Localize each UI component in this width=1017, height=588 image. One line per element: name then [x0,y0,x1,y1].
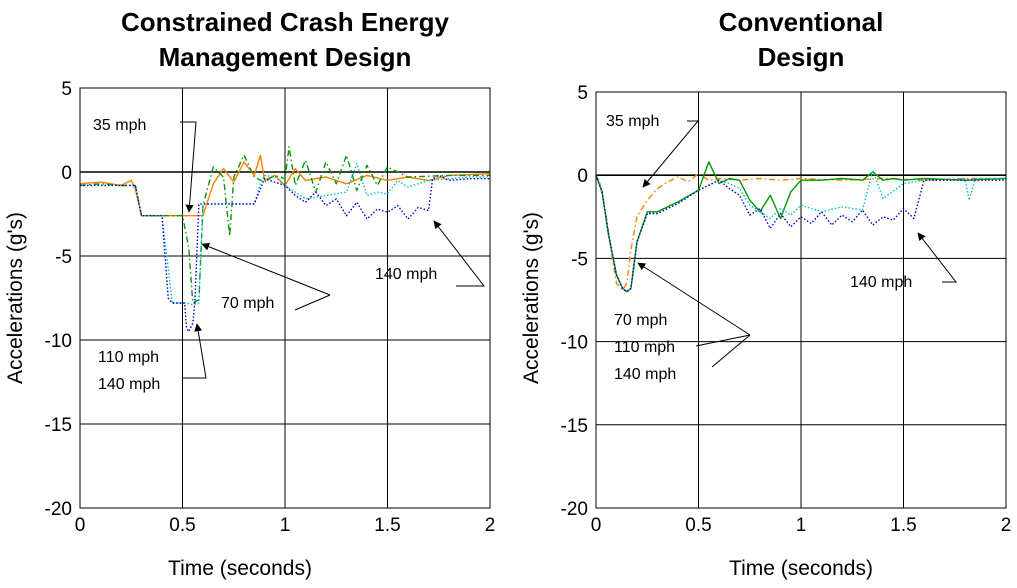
x-axis-label: Time (seconds) [168,557,312,580]
x-tick-label: 1 [796,515,807,536]
annotation-35mph: 35 mph [606,113,659,130]
annotation-arrow-140mph-right [433,220,486,287]
tick-labels: 0 0.5 1 1.5 2 5 0 -5 -10 -15 -20 [561,83,1012,536]
y-tick-label: 0 [577,166,588,187]
y-tick-label: -20 [45,499,72,520]
y-axis-label: Accelerations (g's) [520,212,543,384]
plot-frame [595,91,1007,509]
plot-series [595,161,1007,293]
y-tick-label: -5 [571,249,588,270]
x-tick-label: 0.5 [169,515,195,536]
annotation-arrow-110-140mph [183,323,207,379]
annotation-140mph-right: 140 mph [375,266,437,283]
x-axis-label: Time (seconds) [729,557,873,580]
plot-grid [595,91,1007,509]
y-tick-label: -5 [55,247,72,268]
x-tick-label: 2 [485,515,496,536]
annotation-arrow-35mph [180,121,197,213]
series-line-70-mph [79,146,490,304]
x-tick-label: 1.5 [374,515,400,536]
y-tick-label: -15 [561,416,588,437]
y-tick-label: -15 [45,415,72,436]
y-axis-label: Accelerations (g's) [4,212,27,384]
plot-series [79,146,491,333]
annotation-arrow-70mph-b [294,294,331,311]
y-tick-label: 5 [577,83,588,104]
plot-grid [79,87,491,509]
y-tick-label: 0 [61,163,72,184]
y-tick-label: -20 [561,499,588,520]
annotation-140mph: 140 mph [98,376,160,393]
annotation-arrow-group-b [695,334,751,347]
chart-title-line-1: Conventional [719,7,884,37]
x-tick-label: 0 [75,515,86,536]
y-tick-label: 5 [61,79,72,100]
chart-title-line-2: Management Design [159,42,412,72]
chart-title-line-2: Design [758,42,845,72]
chart-crash-energy-management: Constrained Crash Energy Management Desi… [4,7,495,580]
annotation-140mph: 140 mph [614,366,676,383]
series-line-35-mph [595,172,1006,291]
annotation-arrow-70mph-a [201,242,331,296]
chart-conventional-design: Conventional Design 0 0.5 1 1.5 2 5 0 -5 -10 -15 -… [520,7,1011,580]
tick-labels: 0 0.5 1 1.5 2 5 0 -5 -10 -15 -20 [45,79,496,536]
x-tick-label: 2 [1001,515,1012,536]
annotation-70mph: 70 mph [614,312,667,329]
x-tick-label: 1 [280,515,291,536]
annotation-arrow-35mph [642,120,700,188]
plot-frame [79,87,491,509]
chart-title-line-1: Constrained Crash Energy [121,7,450,37]
annotation-110mph: 110 mph [614,339,675,356]
y-tick-label: -10 [561,333,588,354]
annotation-140mph-right: 140 mph [850,274,912,291]
annotation-110mph: 110 mph [98,349,159,366]
series-line-140-mph [595,174,1006,293]
x-tick-label: 0.5 [685,515,711,536]
series-line-140-mph [80,174,490,333]
annotation-70mph: 70 mph [221,295,274,312]
x-tick-label: 1.5 [890,515,916,536]
annotation-arrow-group-a [637,262,751,336]
annotation-35mph: 35 mph [93,117,146,134]
annotation-arrow-140mph-right [917,232,958,283]
x-tick-label: 0 [591,515,602,536]
annotation-arrow-group-c [711,334,751,368]
y-tick-label: -10 [45,331,72,352]
